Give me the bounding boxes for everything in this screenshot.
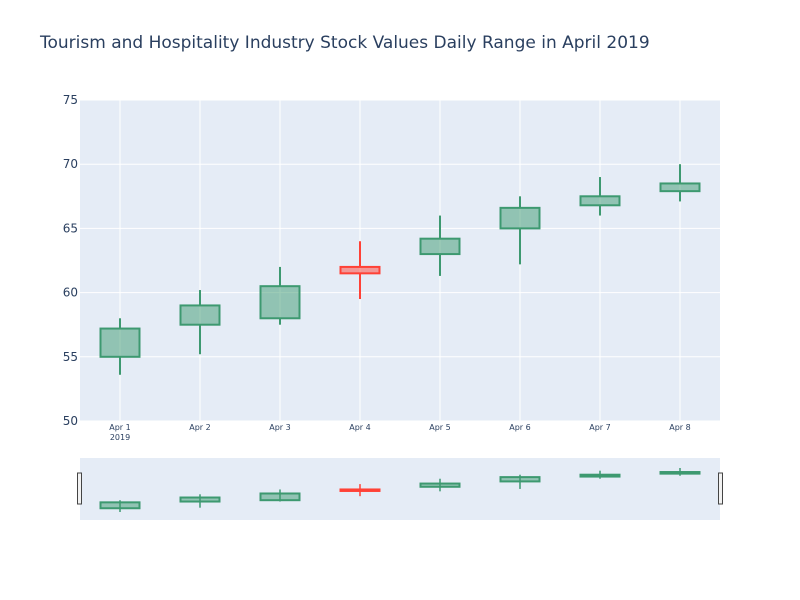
y-tick-label: 65 — [63, 221, 78, 235]
candle-body — [179, 304, 221, 326]
range-slider-right-handle[interactable] — [718, 472, 723, 505]
y-gridlines — [80, 99, 720, 422]
candle-body — [339, 265, 381, 275]
x-tick-label: Apr 8 — [669, 423, 690, 432]
candle-body — [579, 195, 621, 207]
mini-candle-body — [259, 492, 301, 502]
candle-body — [259, 285, 301, 320]
mini-candle-body — [339, 488, 381, 492]
x-year-label: 2019 — [110, 433, 130, 442]
y-tick-label: 55 — [63, 350, 78, 364]
x-axis-ticks: Apr 1 Apr 2 Apr 3 Apr 4 Apr 5 Apr 6 Apr 7 Apr 8 — [109, 423, 690, 432]
candle — [419, 215, 461, 276]
y-tick-label: 60 — [63, 286, 78, 300]
x-tick-label: Apr 7 — [589, 423, 610, 432]
mini-candle-body — [659, 471, 701, 475]
mini-candle — [99, 500, 141, 512]
candle-body — [99, 327, 141, 358]
mini-candle-body — [499, 476, 541, 483]
x-tick-label: Apr 3 — [269, 423, 290, 432]
mini-candle — [659, 468, 701, 476]
mini-candle — [579, 470, 621, 479]
candle — [179, 290, 221, 355]
mini-candle-body — [419, 482, 461, 488]
x-tick-label: Apr 5 — [429, 423, 450, 432]
mini-candle — [339, 484, 381, 497]
y-tick-label: 70 — [63, 157, 78, 171]
candle — [99, 318, 141, 375]
candle — [579, 177, 621, 216]
plot-background — [80, 100, 720, 421]
x-tick-label: Apr 4 — [349, 423, 370, 432]
candle-body — [499, 206, 541, 230]
x-tick-label: Apr 2 — [189, 423, 210, 432]
range-slider-candles — [99, 468, 701, 512]
mini-candle — [179, 494, 221, 508]
candle — [339, 241, 381, 300]
y-tick-label: 50 — [63, 414, 78, 428]
range-slider-background[interactable] — [80, 458, 720, 520]
range-slider-left-handle[interactable] — [77, 472, 82, 505]
mini-candle — [499, 474, 541, 489]
candles — [99, 164, 701, 375]
mini-candle — [259, 489, 301, 502]
candle — [259, 266, 301, 325]
y-axis-ticks: 50 55 60 65 70 75 — [63, 93, 78, 428]
y-tick-label: 75 — [63, 93, 78, 107]
candle — [499, 196, 541, 265]
x-tick-label: Apr 6 — [509, 423, 530, 432]
candle-body — [659, 182, 701, 193]
mini-candle-body — [579, 473, 621, 478]
candle — [659, 164, 701, 202]
chart-title: Tourism and Hospitality Industry Stock V… — [40, 33, 650, 53]
mini-candle — [419, 478, 461, 492]
x-tick-label: Apr 1 — [109, 423, 130, 432]
mini-candle-body — [179, 496, 221, 503]
candle-body — [419, 237, 461, 256]
mini-candle-body — [99, 501, 141, 510]
